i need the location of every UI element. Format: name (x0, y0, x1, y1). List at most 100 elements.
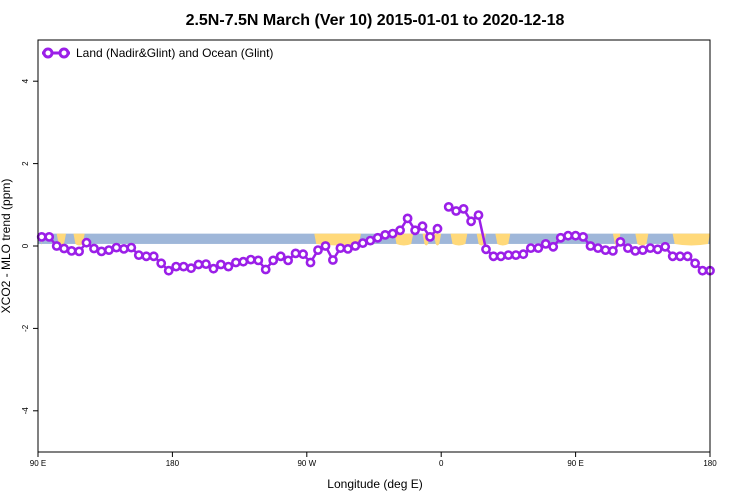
data-point (44, 231, 55, 242)
x-tick-label: 0 (439, 459, 444, 468)
y-tick-label: -2 (21, 324, 30, 332)
data-point (615, 236, 626, 247)
data-point (74, 246, 84, 257)
data-point (36, 231, 47, 242)
data-point (81, 237, 92, 248)
data-point (119, 243, 129, 254)
data-point (245, 254, 256, 265)
data-point (350, 241, 361, 251)
data-point (283, 255, 293, 266)
data-point (466, 216, 476, 227)
data-point (481, 244, 491, 255)
legend: Land (Nadir&Glint) and Ocean (Glint) (42, 46, 273, 60)
data-point (675, 251, 685, 262)
x-axis-label: Longitude (deg E) (327, 477, 422, 491)
data-point (305, 257, 316, 268)
data-point (193, 259, 204, 270)
y-tick-label: 4 (21, 78, 30, 83)
data-point (495, 251, 506, 262)
data-point (443, 201, 454, 212)
data-point (275, 251, 286, 262)
data-point (697, 265, 708, 276)
data-point (593, 243, 603, 253)
data-point (417, 221, 428, 232)
data-point (425, 231, 435, 242)
data-point (410, 225, 420, 236)
land-strip-segment (635, 233, 649, 246)
data-point (163, 265, 174, 276)
data-point (451, 206, 461, 216)
data-point (525, 243, 536, 253)
data-point (313, 245, 323, 255)
data-point (208, 263, 219, 274)
data-point (630, 245, 641, 256)
data-point (156, 258, 167, 269)
x-tick-label: 90 E (30, 459, 46, 468)
data-point (563, 230, 573, 241)
data-point (260, 264, 271, 275)
land-strip-segment (450, 233, 468, 246)
y-tick-label: 2 (21, 161, 30, 166)
data-point (230, 257, 241, 268)
data-point (66, 245, 77, 256)
data-point (59, 243, 69, 254)
data-point (215, 259, 226, 270)
data-point (148, 251, 159, 262)
y-tick-label: 0 (21, 243, 30, 248)
legend-marker-left (42, 47, 54, 59)
data-point (637, 245, 648, 255)
data-point (645, 243, 656, 253)
data-point (511, 250, 521, 260)
data-point (223, 261, 234, 272)
data-point (503, 250, 514, 260)
land-strip-segment (433, 233, 442, 246)
data-point (682, 251, 693, 262)
data-point (126, 242, 137, 253)
legend-label: Land (Nadir&Glint) and Ocean (Glint) (76, 46, 273, 60)
x-axis: 90 E 180 90 W 0 90 E 180 (30, 452, 717, 468)
data-point (578, 231, 588, 242)
data-point (540, 238, 551, 249)
data-point (335, 243, 346, 253)
chart-title: 2.5N-7.5N March (Ver 10) 2015-01-01 to 2… (186, 12, 565, 29)
data-point (327, 255, 338, 265)
y-axis-label: XCO2 - MLO trend (ppm) (0, 179, 13, 314)
data-point (320, 241, 331, 251)
data-point (518, 249, 529, 260)
data-point (387, 228, 398, 239)
data-point (104, 245, 114, 255)
data-point (660, 241, 671, 252)
data-point (533, 243, 544, 253)
data-point (298, 249, 308, 260)
land-strip-segment (495, 233, 511, 246)
data-point (133, 250, 144, 260)
data-point (380, 229, 391, 240)
legend-marker-right (58, 47, 70, 59)
data-point (253, 255, 264, 266)
data-point (652, 244, 663, 255)
data-point (600, 245, 611, 255)
series-layer (36, 201, 715, 276)
data-point (290, 248, 301, 259)
x-tick-label: 90 W (297, 459, 316, 468)
data-point (402, 213, 413, 224)
data-point (268, 255, 279, 266)
x-tick-label: 90 E (567, 459, 583, 468)
data-point (372, 232, 383, 243)
y-tick-label: -4 (21, 407, 30, 415)
data-point (171, 261, 181, 272)
data-point (395, 225, 405, 236)
data-point (608, 245, 618, 256)
data-point (458, 203, 469, 214)
data-point (548, 241, 559, 252)
data-point (432, 223, 443, 234)
data-point (357, 238, 368, 248)
data-point (473, 210, 484, 220)
plot-frame (37, 39, 711, 453)
data-point (178, 261, 189, 272)
land-strip-segment (394, 233, 414, 246)
land-strip-segment (672, 233, 710, 246)
data-point (96, 246, 107, 257)
data-point (89, 243, 99, 254)
